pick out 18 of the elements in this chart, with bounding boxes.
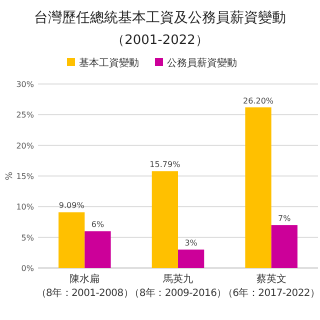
data-label: 9.09% <box>58 201 85 210</box>
y-tick-label: 15% <box>16 172 34 181</box>
data-label: 7% <box>278 214 292 224</box>
y-tick-label: 0% <box>21 264 34 273</box>
legend-label: 基本工資變動 <box>79 57 139 69</box>
y-tick-label: 10% <box>16 202 34 212</box>
chart-title: 台灣歷任總統基本工資及公務員薪資變動 <box>34 10 286 26</box>
y-tick-label: 30% <box>16 80 34 89</box>
y-tick-label: 25% <box>16 110 34 120</box>
chart-subtitle: （2001-2022） <box>112 33 208 48</box>
y-tick-label: 20% <box>16 141 34 150</box>
data-label: 15.79% <box>150 160 181 170</box>
y-axis-title: % <box>5 171 15 180</box>
data-label: 26.20% <box>243 96 274 106</box>
data-label: 3% <box>184 238 198 248</box>
data-label: 6% <box>91 220 104 230</box>
y-tick-label: 5% <box>21 233 34 242</box>
legend-label: 公務員薪資變動 <box>167 57 237 69</box>
